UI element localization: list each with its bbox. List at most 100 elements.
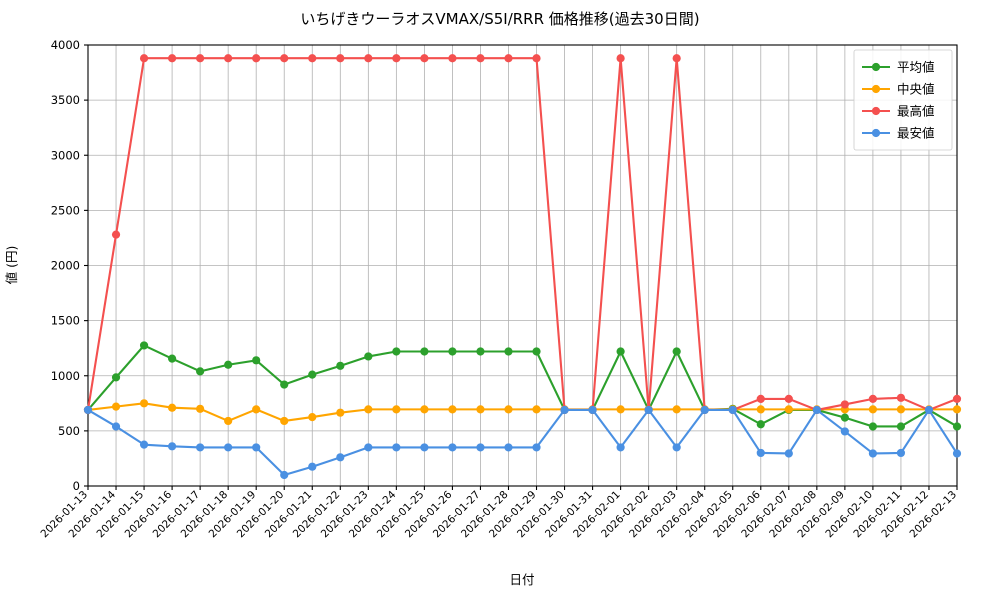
y-axis-label: 値 (円) [4, 246, 19, 285]
data-point [672, 54, 681, 63]
data-point [532, 405, 541, 414]
data-point [812, 405, 821, 415]
y-tick-label: 4000 [51, 38, 80, 52]
data-point [504, 405, 513, 414]
data-point [476, 347, 485, 356]
data-point [868, 394, 878, 404]
data-point [167, 442, 177, 451]
data-point [308, 370, 317, 379]
data-point [840, 427, 849, 436]
data-point [588, 405, 597, 415]
data-point [868, 422, 878, 431]
legend-marker [871, 106, 881, 116]
x-axis-label: 日付 [509, 572, 534, 587]
data-point [196, 367, 205, 376]
data-point [252, 405, 261, 414]
series-1 [83, 341, 962, 431]
data-point [111, 402, 121, 411]
data-point [420, 54, 429, 63]
data-point [504, 443, 513, 452]
data-point [111, 373, 121, 382]
data-point [308, 412, 317, 422]
series-3 [83, 54, 962, 415]
data-point [756, 394, 765, 404]
data-point [756, 405, 765, 414]
legend-item[interactable]: 中央値 [862, 82, 935, 97]
data-point [784, 394, 793, 404]
data-point [196, 54, 205, 63]
data-point [728, 405, 737, 415]
data-point [448, 443, 457, 452]
y-tick-label: 2500 [51, 203, 80, 217]
data-point [476, 405, 485, 414]
data-point [280, 470, 289, 480]
data-point [896, 448, 906, 458]
data-point [167, 354, 177, 363]
data-point [952, 422, 962, 431]
data-point [448, 405, 457, 414]
data-point [504, 347, 513, 356]
data-point [336, 54, 345, 63]
legend-item[interactable]: 平均値 [862, 60, 935, 75]
series-4 [83, 405, 962, 480]
y-axis-ticks: 0 500 1000 1500 2000 2500 3000 3500 4000 [51, 38, 88, 493]
data-point [896, 405, 906, 414]
data-point [448, 54, 457, 63]
data-point [392, 54, 401, 63]
data-point [616, 54, 625, 63]
data-point [952, 405, 962, 414]
data-point [420, 405, 429, 414]
data-point [672, 405, 681, 414]
legend-item[interactable]: 最高値 [862, 104, 935, 119]
data-point [280, 54, 289, 63]
data-point [83, 405, 93, 415]
data-point [224, 54, 233, 63]
legend-item[interactable]: 最安値 [862, 126, 935, 141]
data-point [392, 443, 401, 452]
data-point [476, 54, 485, 63]
data-point [952, 394, 962, 404]
data-point [784, 449, 793, 458]
data-point [111, 422, 121, 431]
data-point [952, 449, 962, 458]
y-tick-label: 1000 [51, 369, 80, 383]
legend-label: 最高値 [897, 104, 935, 119]
data-point [868, 405, 878, 414]
data-point [364, 54, 373, 63]
series-2 [83, 399, 962, 426]
data-point [280, 380, 289, 389]
data-point [364, 352, 373, 361]
y-tick-label: 0 [73, 479, 80, 493]
data-point [336, 408, 345, 417]
data-point [336, 361, 345, 370]
data-point [280, 416, 289, 426]
data-point [532, 347, 541, 356]
data-point [756, 448, 765, 458]
data-point [139, 341, 149, 350]
data-point [364, 443, 373, 452]
data-point [167, 403, 177, 412]
data-point [420, 443, 429, 452]
data-point [644, 405, 653, 415]
axis-spines [87, 44, 958, 487]
y-tick-label: 3000 [51, 148, 80, 162]
data-point [532, 54, 541, 63]
data-point [840, 413, 849, 422]
data-point [616, 405, 625, 414]
data-point [448, 347, 457, 356]
data-point [139, 54, 149, 63]
y-tick-label: 1500 [51, 314, 80, 328]
data-point [336, 453, 345, 462]
data-point [924, 405, 934, 415]
data-point [756, 420, 765, 429]
data-point [224, 360, 233, 369]
data-point [196, 443, 205, 452]
data-point [784, 405, 793, 414]
data-point [252, 356, 261, 365]
data-point [840, 400, 849, 409]
legend-label: 中央値 [897, 82, 935, 97]
data-point [308, 462, 317, 471]
y-tick-label: 500 [58, 424, 80, 438]
